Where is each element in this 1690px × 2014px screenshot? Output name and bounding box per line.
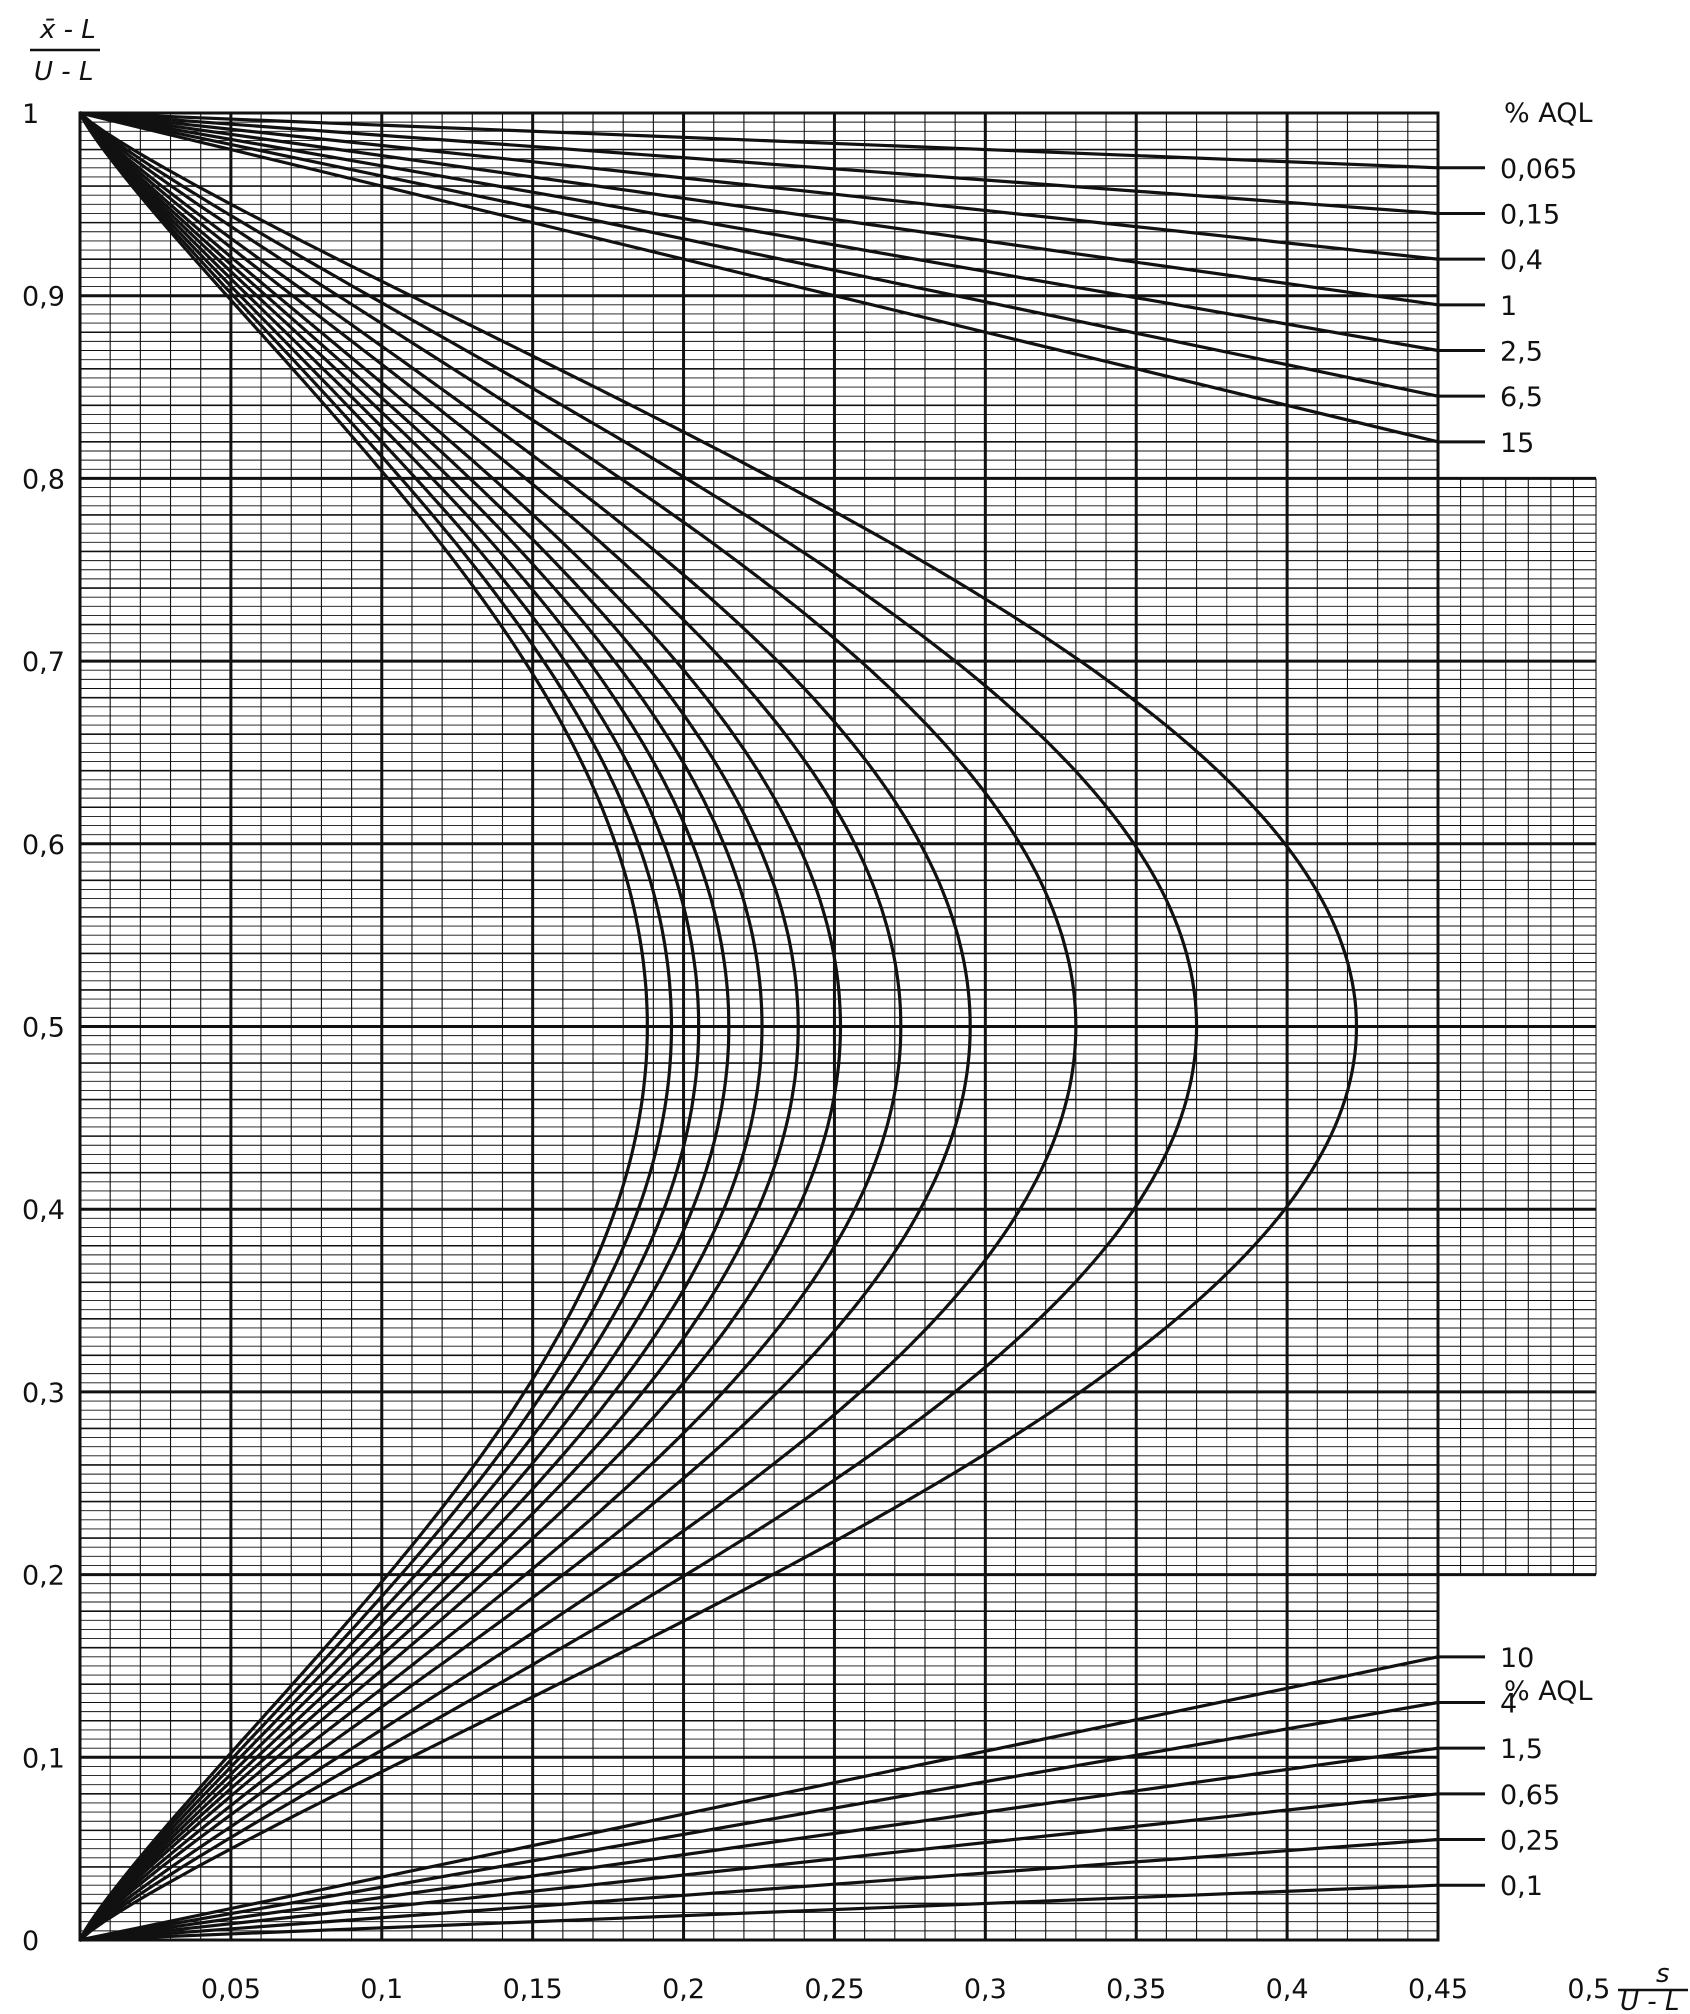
- x-tick-label: 0,1: [360, 1974, 403, 2005]
- acceptance-curve-8: [78, 112, 764, 1941]
- aql-line-upper-1: [79, 111, 1439, 170]
- acceptance-curve-5: [78, 112, 903, 1941]
- y-tick-label: 1: [22, 99, 39, 130]
- acceptance-curve-11: [78, 112, 674, 1941]
- legend-upper-title: % AQL: [1504, 98, 1593, 129]
- legend-lower-label: 0,25: [1500, 1826, 1560, 1857]
- acceptance-curve-2: [78, 111, 1199, 1942]
- x-tick-label: 0,05: [201, 1974, 261, 2005]
- legend-upper-label: 15: [1500, 428, 1534, 459]
- aql-line-upper-6: [79, 111, 1439, 398]
- x-tick-label: 0,5: [1567, 1974, 1610, 2005]
- legend-upper-label: 0,15: [1500, 199, 1560, 230]
- y-tick-label: 0,9: [22, 282, 65, 313]
- acceptance-curve-12: [78, 112, 649, 1941]
- y-tick-label: 0: [22, 1926, 39, 1957]
- aql-line-lower-5: [79, 1837, 1439, 1942]
- y-axis-label-denominator: U - L: [34, 57, 93, 87]
- axes: x̄ - L U - L s U - L 0 0,1 0,2 0,3 0,4 0,5 0,6…: [22, 15, 1688, 2014]
- x-tick-label: 0,2: [662, 1974, 705, 2005]
- acceptance-curve-4: [78, 111, 972, 1942]
- grid: [78, 111, 1597, 1942]
- aql-line-upper-2: [79, 111, 1439, 216]
- aql-line-lower-4: [79, 1792, 1439, 1942]
- y-tick-label: 0,2: [22, 1561, 65, 1592]
- legend-upper-label: 2,5: [1500, 337, 1543, 368]
- x-tick-label: 0,15: [503, 1974, 563, 2005]
- legend-lower-label: 0,65: [1500, 1780, 1560, 1811]
- legend-lower-label: 10: [1500, 1643, 1534, 1674]
- y-tick-label: 0,8: [22, 464, 65, 495]
- x-tick-label: 0,3: [964, 1974, 1007, 2005]
- legend-upper-label: 0,065: [1500, 154, 1577, 185]
- aql-line-lower-6: [79, 1883, 1439, 1942]
- plot-frame: [78, 111, 1440, 1942]
- y-tick-label: 0,5: [22, 1013, 65, 1044]
- y-tick-label: 0,1: [22, 1743, 65, 1774]
- y-axis-label-numerator: x̄ - L: [39, 15, 96, 45]
- x-tick-label: 0,25: [804, 1974, 864, 2005]
- legend-lower-label: 4: [1500, 1688, 1517, 1719]
- x-tick-label: 0,35: [1106, 1974, 1166, 2005]
- acceptance-curve-10: [78, 112, 701, 1941]
- acceptance-curve-1: [78, 111, 1359, 1942]
- legend-upper-label: 6,5: [1500, 382, 1543, 413]
- x-axis-label: s U - L: [1618, 1959, 1688, 2014]
- aql-line-lower-3: [79, 1746, 1439, 1942]
- aql-line-upper-3: [79, 111, 1439, 261]
- acceptance-curve-6: [78, 112, 843, 1941]
- legend-lower-label: 0,1: [1500, 1871, 1543, 1902]
- acceptance-curve-7: [78, 112, 800, 1941]
- x-tick-label: 0,45: [1408, 1974, 1468, 2005]
- aql-line-lower-2: [79, 1700, 1439, 1942]
- acceptance-curve-9: [78, 112, 731, 1941]
- aql-line-upper-4: [79, 111, 1439, 307]
- y-axis-label: x̄ - L U - L: [30, 15, 100, 87]
- y-tick-label: 0,4: [22, 1195, 65, 1226]
- aql-line-upper-7: [79, 111, 1439, 444]
- legend-lower-label: 1,5: [1500, 1734, 1543, 1765]
- x-tick-label: 0,4: [1266, 1974, 1309, 2005]
- legend-lower-title: % AQL: [1504, 1676, 1593, 1707]
- legend-upper-label: 0,4: [1500, 245, 1543, 276]
- x-axis-label-numerator: s: [1656, 1959, 1670, 1989]
- aql-line-upper-5: [79, 111, 1439, 353]
- curves: [78, 111, 1439, 1942]
- y-tick-label: 0,6: [22, 830, 65, 861]
- y-tick-label: 0,3: [22, 1378, 65, 1409]
- acceptance-curve-3: [78, 111, 1078, 1942]
- aql-line-lower-1: [79, 1655, 1439, 1942]
- x-axis-label-denominator: U - L: [1620, 1987, 1679, 2014]
- y-tick-label: 0,7: [22, 647, 65, 678]
- legend-upper-label: 1: [1500, 291, 1517, 322]
